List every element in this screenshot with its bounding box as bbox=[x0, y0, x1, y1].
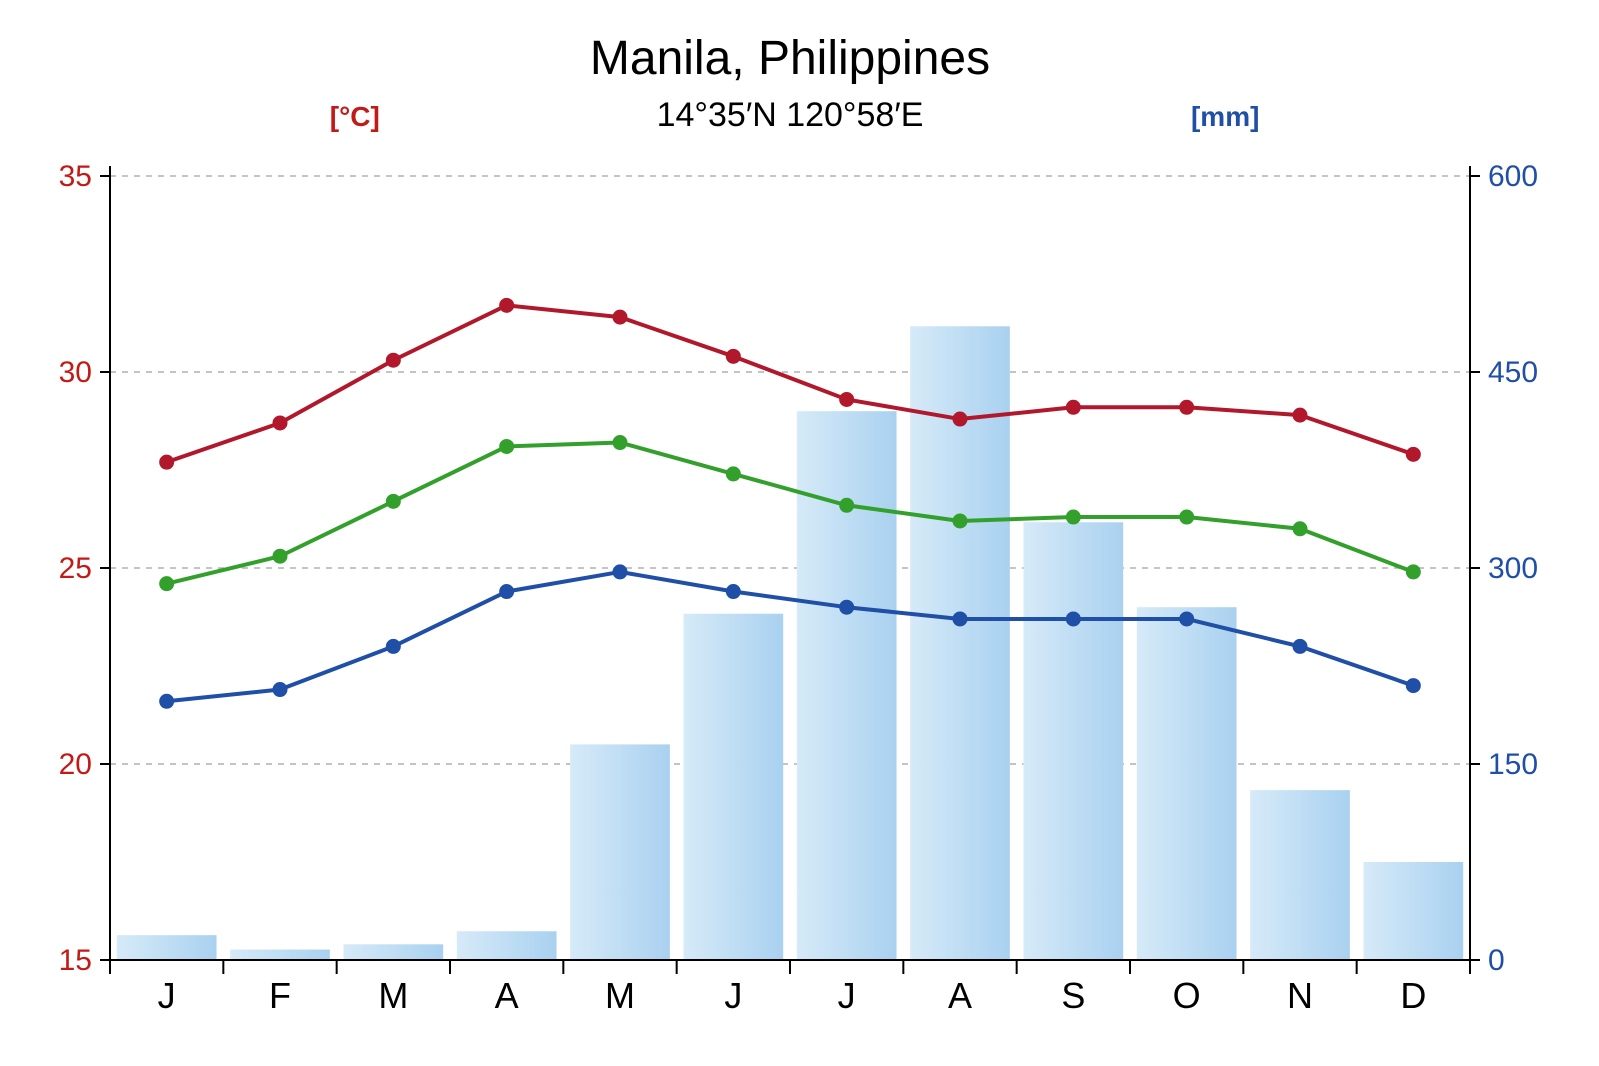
precip-bar bbox=[343, 944, 443, 960]
temp-low-marker bbox=[386, 639, 400, 653]
temp-low-marker bbox=[1180, 612, 1194, 626]
precip-bar bbox=[230, 950, 330, 960]
left-tick-label: 35 bbox=[59, 160, 92, 193]
month-label: J bbox=[838, 975, 856, 1016]
chart-svg: Manila, Philippines 14°35′N 120°58′E [°C] [… bbox=[0, 0, 1599, 1066]
precip-bar bbox=[1363, 862, 1463, 960]
month-label: D bbox=[1400, 975, 1426, 1016]
right-tick-label: 150 bbox=[1488, 748, 1538, 781]
left-unit-label: [°C] bbox=[330, 101, 380, 132]
left-tick-label: 30 bbox=[59, 356, 92, 389]
temp-high-marker bbox=[953, 412, 967, 426]
temp-mean-marker bbox=[1180, 510, 1194, 524]
temp-low-marker bbox=[840, 600, 854, 614]
temp-low-marker bbox=[1066, 612, 1080, 626]
temp-mean-marker bbox=[613, 436, 627, 450]
temp-high-marker bbox=[386, 353, 400, 367]
temp-low-marker bbox=[726, 585, 740, 599]
temp-mean-marker bbox=[726, 467, 740, 481]
temp-low-marker bbox=[1293, 639, 1307, 653]
temp-low-marker bbox=[500, 585, 514, 599]
month-label: N bbox=[1287, 975, 1313, 1016]
temp-high-marker bbox=[613, 310, 627, 324]
temp-mean-marker bbox=[273, 549, 287, 563]
temp-high-marker bbox=[160, 455, 174, 469]
temp-low-marker bbox=[273, 683, 287, 697]
month-label: O bbox=[1173, 975, 1201, 1016]
temp-low-marker bbox=[1406, 679, 1420, 693]
temp-high-marker bbox=[1066, 400, 1080, 414]
month-label: A bbox=[948, 975, 972, 1016]
temp-high-marker bbox=[500, 298, 514, 312]
left-tick-label: 20 bbox=[59, 748, 92, 781]
right-tick-label: 600 bbox=[1488, 160, 1538, 193]
month-label: A bbox=[495, 975, 519, 1016]
temp-high-marker bbox=[840, 392, 854, 406]
temp-mean-marker bbox=[1066, 510, 1080, 524]
temp-mean-marker bbox=[1406, 565, 1420, 579]
temp-high-marker bbox=[1180, 400, 1194, 414]
temp-mean-marker bbox=[500, 439, 514, 453]
month-label: S bbox=[1061, 975, 1085, 1016]
right-tick-label: 0 bbox=[1488, 944, 1505, 977]
temp-low-marker bbox=[613, 565, 627, 579]
left-tick-label: 15 bbox=[59, 944, 92, 977]
precip-bar bbox=[1250, 790, 1350, 960]
month-label: F bbox=[269, 975, 291, 1016]
right-tick-label: 450 bbox=[1488, 356, 1538, 389]
month-label: J bbox=[158, 975, 176, 1016]
temp-high-marker bbox=[726, 349, 740, 363]
temp-high-marker bbox=[1293, 408, 1307, 422]
left-tick-label: 25 bbox=[59, 552, 92, 585]
temp-mean-marker bbox=[160, 577, 174, 591]
temp-mean-marker bbox=[386, 494, 400, 508]
chart-subtitle: 14°35′N 120°58′E bbox=[657, 96, 924, 134]
climate-chart: Manila, Philippines 14°35′N 120°58′E [°C] [… bbox=[0, 0, 1599, 1066]
precip-bar bbox=[683, 614, 783, 960]
precip-bar bbox=[1023, 522, 1123, 960]
chart-title: Manila, Philippines bbox=[590, 32, 990, 85]
temp-mean-marker bbox=[1293, 522, 1307, 536]
right-tick-label: 300 bbox=[1488, 552, 1538, 585]
temp-low-marker bbox=[953, 612, 967, 626]
month-label: M bbox=[605, 975, 635, 1016]
temp-mean-marker bbox=[953, 514, 967, 528]
temp-mean-marker bbox=[840, 498, 854, 512]
month-label: M bbox=[378, 975, 408, 1016]
temp-high-marker bbox=[273, 416, 287, 430]
precip-bar bbox=[1137, 607, 1237, 960]
temp-low-marker bbox=[160, 694, 174, 708]
precip-bar bbox=[457, 931, 557, 960]
temp-high-marker bbox=[1406, 447, 1420, 461]
right-unit-label: [mm] bbox=[1191, 101, 1259, 132]
month-label: J bbox=[724, 975, 742, 1016]
precip-bar bbox=[570, 744, 670, 960]
precip-bar bbox=[117, 935, 217, 960]
precip-bar bbox=[797, 411, 897, 960]
